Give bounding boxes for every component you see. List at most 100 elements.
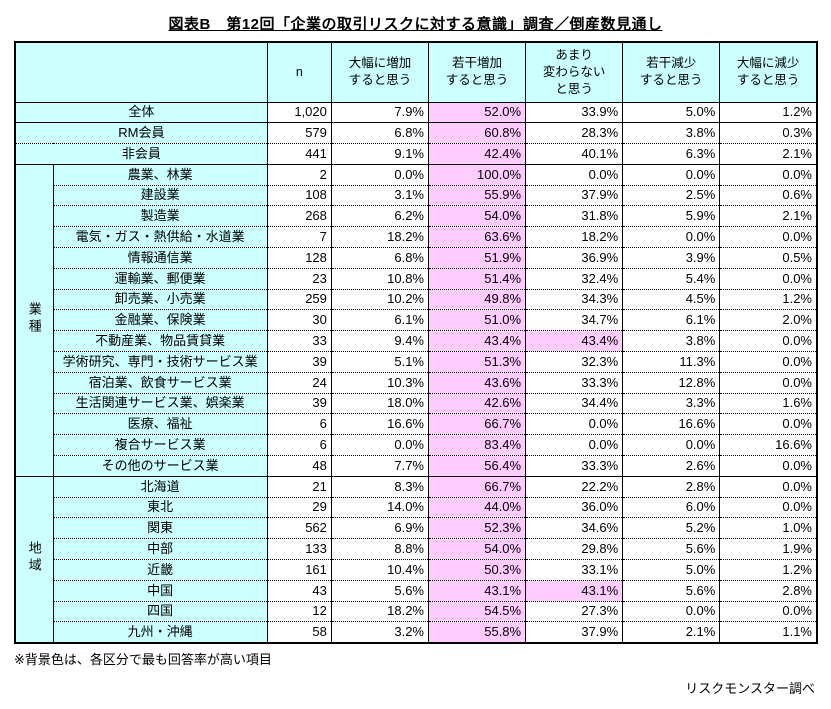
percent-cell: 0.0% bbox=[525, 163, 623, 186]
table-row: 非会員 441 9.1% 42.4% 40.1% 6.3% 2.1% bbox=[14, 143, 817, 165]
percent-cell: 43.4% bbox=[525, 330, 623, 352]
percent-cell: 5.6% bbox=[622, 579, 720, 602]
percent-cell: 0.0% bbox=[719, 163, 817, 186]
percent-cell: 3.9% bbox=[622, 247, 720, 269]
row-label: 四国 bbox=[52, 600, 268, 622]
percent-cell: 11.3% bbox=[622, 351, 720, 373]
table-row: 地域 北海道 21 8.3% 66.7% 22.2% 2.8% 0.0% bbox=[14, 475, 817, 643]
column-header-n: n bbox=[266, 42, 332, 103]
percent-cell: 33.9% bbox=[525, 101, 623, 123]
percent-cell: 2.1% bbox=[719, 205, 817, 227]
header-row: n 大幅に増加 すると思う 若干増加 すると思う あまり 変わらない と思う 若… bbox=[15, 42, 817, 103]
n-cell: 43 bbox=[266, 579, 332, 602]
table-row: 運輸業、郵便業 23 10.8% 51.4% 32.4% 5.4% 0.0% bbox=[15, 267, 817, 290]
percent-cell: 34.7% bbox=[525, 309, 623, 331]
percent-cell: 0.0% bbox=[719, 455, 817, 477]
percent-cell: 32.3% bbox=[525, 351, 623, 373]
percent-cell: 0.0% bbox=[622, 163, 720, 186]
percent-cell: 52.0% bbox=[427, 101, 526, 123]
group-label: 業種 bbox=[26, 301, 42, 336]
n-cell: 6 bbox=[266, 413, 332, 435]
percent-cell: 33.3% bbox=[525, 371, 623, 394]
row-label: 関東 bbox=[52, 517, 268, 539]
percent-cell: 4.5% bbox=[622, 288, 720, 310]
table-row: その他のサービス業 48 7.7% 56.4% 33.3% 2.6% 0.0% bbox=[15, 455, 817, 477]
n-cell: 29 bbox=[266, 496, 332, 518]
percent-cell: 29.8% bbox=[525, 538, 623, 560]
n-cell: 2 bbox=[266, 163, 332, 186]
row-label: 近畿 bbox=[52, 559, 268, 581]
percent-cell: 2.0% bbox=[719, 309, 817, 331]
percent-cell: 10.3% bbox=[330, 371, 429, 394]
row-label: 金融業、保険業 bbox=[52, 309, 268, 331]
row-label: RM会員 bbox=[14, 122, 268, 144]
table-row: 中部 133 8.8% 54.0% 29.8% 5.6% 1.9% bbox=[15, 538, 817, 560]
column-header-increase-slight: 若干増加 すると思う bbox=[427, 42, 526, 103]
n-cell: 48 bbox=[266, 455, 332, 477]
n-cell: 7 bbox=[266, 226, 332, 248]
percent-cell: 34.6% bbox=[525, 517, 623, 539]
percent-cell: 14.0% bbox=[330, 496, 429, 518]
percent-cell: 9.1% bbox=[330, 143, 429, 165]
percent-cell: 1.1% bbox=[719, 621, 817, 643]
percent-cell: 44.0% bbox=[427, 496, 526, 518]
table-row: 全体 1,020 7.9% 52.0% 33.9% 5.0% 1.2% bbox=[14, 101, 817, 123]
percent-cell: 0.0% bbox=[719, 371, 817, 394]
table-row: 学術研究、専門・技術サービス業 39 5.1% 51.3% 32.3% 11.3% 0.0% bbox=[15, 351, 817, 373]
n-cell: 24 bbox=[266, 371, 332, 394]
percent-cell: 6.1% bbox=[330, 309, 429, 331]
table-row: 卸売業、小売業 259 10.2% 49.8% 34.3% 4.5% 1.2% bbox=[15, 288, 817, 310]
row-label: 東北 bbox=[52, 496, 268, 518]
table-row: 建設業 108 3.1% 55.9% 37.9% 2.5% 0.6% bbox=[15, 184, 817, 206]
table-row: 製造業 268 6.2% 54.0% 31.8% 5.9% 2.1% bbox=[15, 205, 817, 227]
n-cell: 6 bbox=[266, 434, 332, 456]
percent-cell: 100.0% bbox=[427, 163, 526, 186]
percent-cell: 1.9% bbox=[719, 538, 817, 560]
table-body: 全体 1,020 7.9% 52.0% 33.9% 5.0% 1.2% RM会員 579 6.8%… bbox=[14, 101, 817, 643]
table-row: 複合サービス業 6 0.0% 83.4% 0.0% 0.0% 16.6% bbox=[15, 434, 817, 456]
percent-cell: 40.1% bbox=[525, 143, 623, 165]
row-label: 運輸業、郵便業 bbox=[52, 267, 268, 290]
percent-cell: 0.3% bbox=[719, 122, 817, 144]
percent-cell: 1.2% bbox=[719, 288, 817, 310]
percent-cell: 83.4% bbox=[427, 434, 526, 456]
percent-cell: 0.5% bbox=[719, 247, 817, 269]
percent-cell: 0.0% bbox=[719, 226, 817, 248]
percent-cell: 36.9% bbox=[525, 247, 623, 269]
percent-cell: 7.7% bbox=[330, 455, 429, 477]
percent-cell: 8.3% bbox=[330, 475, 429, 498]
n-cell: 58 bbox=[266, 621, 332, 643]
percent-cell: 5.9% bbox=[622, 205, 720, 227]
table-row: 生活関連サービス業、娯楽業 39 18.0% 42.6% 34.4% 3.3% 1.6% bbox=[15, 392, 817, 414]
page-title: 図表B 第12回「企業の取引リスクに対する意識」調査／倒産数見通し bbox=[168, 16, 663, 33]
percent-cell: 0.0% bbox=[719, 351, 817, 373]
percent-cell: 5.1% bbox=[330, 351, 429, 373]
percent-cell: 16.6% bbox=[330, 413, 429, 435]
table-row: 関東 562 6.9% 52.3% 34.6% 5.2% 1.0% bbox=[15, 517, 817, 539]
n-cell: 268 bbox=[266, 205, 332, 227]
percent-cell: 5.2% bbox=[622, 517, 720, 539]
percent-cell: 43.1% bbox=[427, 579, 526, 602]
group-cell: 業種 bbox=[14, 163, 54, 477]
table-row: 九州・沖縄 58 3.2% 55.8% 37.9% 2.1% 1.1% bbox=[15, 621, 817, 643]
n-cell: 133 bbox=[266, 538, 332, 560]
percent-cell: 2.1% bbox=[719, 143, 817, 165]
row-label: 建設業 bbox=[52, 184, 268, 206]
percent-cell: 0.0% bbox=[525, 434, 623, 456]
percent-cell: 16.6% bbox=[622, 413, 720, 435]
percent-cell: 54.5% bbox=[427, 600, 526, 622]
percent-cell: 33.3% bbox=[525, 455, 623, 477]
table-row: 四国 12 18.2% 54.5% 27.3% 0.0% 0.0% bbox=[15, 600, 817, 622]
n-cell: 128 bbox=[266, 247, 332, 269]
percent-cell: 5.0% bbox=[622, 101, 720, 123]
percent-cell: 43.1% bbox=[525, 579, 623, 602]
percent-cell: 2.5% bbox=[622, 184, 720, 206]
table-row: 近畿 161 10.4% 50.3% 33.1% 5.0% 1.2% bbox=[15, 559, 817, 581]
percent-cell: 0.0% bbox=[622, 600, 720, 622]
percent-cell: 7.9% bbox=[330, 101, 429, 123]
percent-cell: 55.8% bbox=[427, 621, 526, 643]
percent-cell: 42.4% bbox=[427, 143, 526, 165]
column-header-no-change: あまり 変わらない と思う bbox=[525, 42, 623, 103]
percent-cell: 0.0% bbox=[719, 475, 817, 498]
row-label: 電気・ガス・熱供給・水道業 bbox=[52, 226, 268, 248]
